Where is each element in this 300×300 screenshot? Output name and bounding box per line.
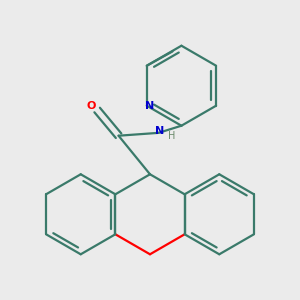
Text: N: N [155,126,164,136]
Text: H: H [169,131,176,141]
Text: N: N [145,101,154,111]
Text: O: O [87,101,96,111]
